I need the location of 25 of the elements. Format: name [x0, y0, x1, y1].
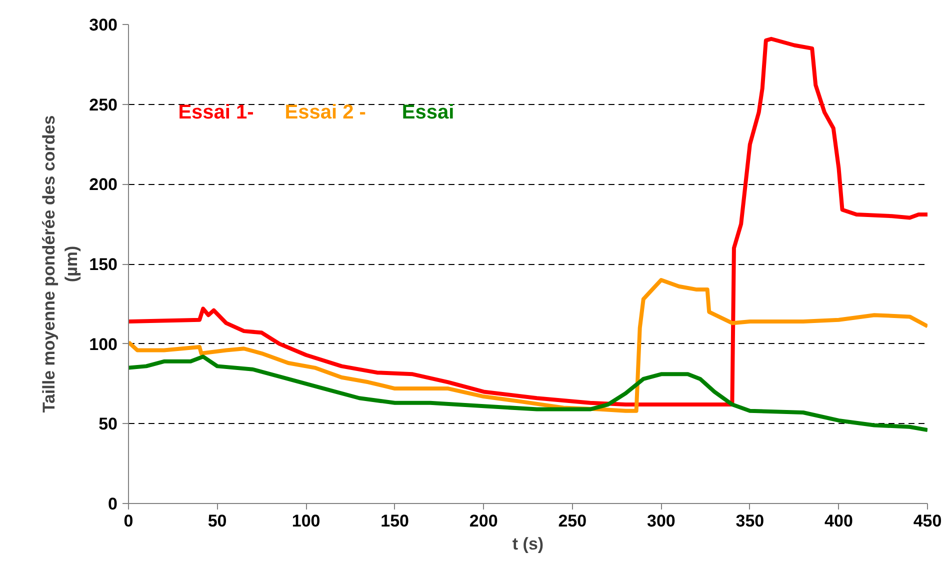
- x-tick-label: 300: [646, 512, 676, 530]
- line-series: [128, 36, 928, 407]
- x-tick-label: 250: [558, 512, 587, 530]
- x-tick-label: 350: [736, 512, 764, 530]
- line-series: [128, 354, 928, 432]
- x-tick-label: 100: [292, 512, 320, 530]
- x-axis-title: t (s): [512, 534, 544, 554]
- x-tick-label: 50: [208, 512, 227, 530]
- x-tick-label: 400: [824, 512, 853, 530]
- y-tick-label: 300: [89, 16, 118, 34]
- text: Essai: [402, 101, 454, 124]
- x-tick-label: 200: [469, 512, 498, 530]
- y-tick-label: 250: [89, 95, 118, 114]
- y-tick-label: 50: [98, 414, 118, 434]
- line-series: [128, 278, 928, 413]
- x-tick-label: 150: [380, 512, 410, 530]
- x-tick-label: 450: [913, 512, 942, 530]
- x-tick-label: 0: [124, 512, 134, 530]
- text: Essai 2 -: [284, 101, 366, 124]
- y-tick-label: 150: [89, 255, 118, 274]
- y-axis-title: Taille moyenne pondérée des cordes (µm): [39, 115, 82, 413]
- y-tick-label: 0: [108, 494, 118, 514]
- y-tick-label: 100: [89, 334, 118, 354]
- y-tick-label: 200: [89, 175, 118, 194]
- text: Essai 1-: [178, 101, 254, 124]
